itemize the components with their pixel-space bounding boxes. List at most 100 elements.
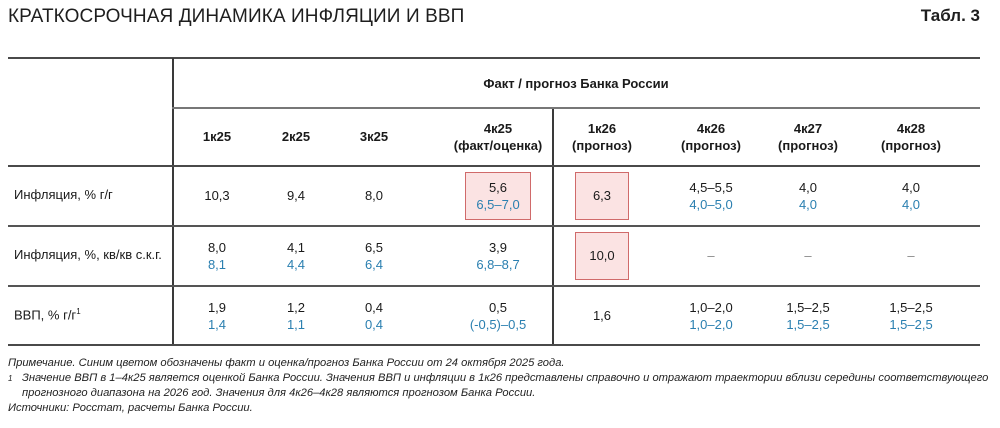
column-header-sub: (прогноз) xyxy=(881,138,941,153)
cell-value: 1,6 xyxy=(592,308,612,323)
table-cell: 1,5–2,5 1,5–2,5 xyxy=(856,299,966,333)
cell-value: 4,5–5,5 xyxy=(689,180,733,195)
cell-value-blue: 4,4 xyxy=(286,257,306,272)
cell-value-blue: 0,4 xyxy=(364,317,384,332)
column-header-label: 4к27 xyxy=(793,121,823,136)
column-header-label: 4к28 xyxy=(896,121,926,136)
table-cell: 8,0 8,1 xyxy=(162,239,272,273)
column-header-label: 1к25 xyxy=(202,129,232,144)
cell-value: 1,5–2,5 xyxy=(889,300,933,315)
column-header-1: 2к25 xyxy=(261,128,331,145)
footnote: 1 Значение ВВП в 1–4к25 является оценкой… xyxy=(8,371,993,401)
cell-value-blue: 1,1 xyxy=(286,317,306,332)
cell-value: – xyxy=(804,248,812,263)
cell-value: – xyxy=(707,248,715,263)
table-cell: 1,0–2,0 1,0–2,0 xyxy=(656,299,766,333)
table-cell: 10,3 xyxy=(162,187,272,204)
column-header-label: 3к25 xyxy=(359,129,389,144)
column-header-label: 1к26 xyxy=(587,121,617,136)
column-header-label: 4к25 xyxy=(483,121,513,136)
cell-value-blue: 8,1 xyxy=(207,257,227,272)
table-cell: 0,5 (-0,5)–0,5 xyxy=(443,299,553,333)
cell-value: 4,0 xyxy=(901,180,921,195)
table-cell: 5,6 6,5–7,0 xyxy=(443,179,553,213)
table-cell: 6,3 xyxy=(547,187,657,204)
column-header-sub: (факт/оценка) xyxy=(453,138,543,153)
column-header-0: 1к25 xyxy=(182,128,252,145)
label-column-divider xyxy=(172,58,174,345)
bottom-rule xyxy=(8,344,980,346)
row-label-2: ВВП, % г/г1 xyxy=(14,307,81,322)
column-header-sub: (прогноз) xyxy=(572,138,632,153)
table-cell: – xyxy=(753,247,863,264)
cell-value: 8,0 xyxy=(207,240,227,255)
cell-value: 0,5 xyxy=(488,300,508,315)
note-text: Примечание. Синим цветом обозначены факт… xyxy=(8,357,565,369)
table-cell: 0,4 0,4 xyxy=(319,299,429,333)
table-cell: – xyxy=(656,247,766,264)
row-label-0: Инфляция, % г/г xyxy=(14,187,113,202)
cell-value-blue: 6,5–7,0 xyxy=(476,197,520,212)
footnote-text: Значение ВВП в 1–4к25 является оценкой Б… xyxy=(22,372,989,399)
cell-value: 10,3 xyxy=(204,188,230,203)
cell-value: 4,0 xyxy=(798,180,818,195)
table-cell: 4,1 4,4 xyxy=(241,239,351,273)
table-cell: 6,5 6,4 xyxy=(319,239,429,273)
highlight-box xyxy=(465,172,531,220)
cell-value: 3,9 xyxy=(488,240,508,255)
column-header-4: 1к26 (прогноз) xyxy=(557,120,647,154)
notes: Примечание. Синим цветом обозначены факт… xyxy=(8,356,993,416)
table-cell: 1,2 1,1 xyxy=(241,299,351,333)
cell-value: 5,6 xyxy=(488,180,508,195)
column-header-sub: (прогноз) xyxy=(778,138,838,153)
cell-value: 6,5 xyxy=(364,240,384,255)
cell-value: 9,4 xyxy=(286,188,306,203)
table-cell: 3,9 6,8–8,7 xyxy=(443,239,553,273)
cell-value: 0,4 xyxy=(364,300,384,315)
table-cell: 1,6 xyxy=(547,307,657,324)
cell-value: – xyxy=(907,248,915,263)
row-label-text: Инфляция, % г/г xyxy=(14,187,113,202)
cell-value-blue: 1,5–2,5 xyxy=(786,317,830,332)
header-rule xyxy=(8,165,980,167)
cell-value-blue: 4,0 xyxy=(901,197,921,212)
row-label-text: ВВП, % г/г xyxy=(14,307,77,323)
cell-value-blue: 4,0 xyxy=(798,197,818,212)
table-cell: 1,9 1,4 xyxy=(162,299,272,333)
column-header-3: 4к25 (факт/оценка) xyxy=(443,120,553,154)
table-number: Табл. 3 xyxy=(920,6,980,25)
cell-value-blue: 1,4 xyxy=(207,317,227,332)
cell-value: 10,0 xyxy=(589,248,615,263)
top-rule xyxy=(8,57,980,59)
column-header-6: 4к27 (прогноз) xyxy=(758,120,858,154)
cell-value-blue: 1,0–2,0 xyxy=(689,317,733,332)
column-header-sub: (прогноз) xyxy=(681,138,741,153)
highlight-box xyxy=(575,232,629,280)
cell-value-blue: 1,5–2,5 xyxy=(889,317,933,332)
column-header-label: 2к25 xyxy=(281,129,311,144)
table-cell: – xyxy=(856,247,966,264)
cell-value: 1,5–2,5 xyxy=(786,300,830,315)
cell-value: 1,2 xyxy=(286,300,306,315)
table-cell: 10,0 xyxy=(547,247,657,264)
row-label-1: Инфляция, %, кв/кв с.к.г. xyxy=(14,247,162,262)
highlight-box xyxy=(575,172,629,220)
cell-value: 6,3 xyxy=(592,188,612,203)
table-cell: 8,0 xyxy=(319,187,429,204)
group-header: Факт / прогноз Банка России xyxy=(483,76,669,91)
column-header-5: 4к26 (прогноз) xyxy=(661,120,761,154)
cell-value: 1,0–2,0 xyxy=(689,300,733,315)
table-cell: 4,5–5,5 4,0–5,0 xyxy=(656,179,766,213)
cell-value-blue: 6,8–8,7 xyxy=(476,257,520,272)
group-header-rule xyxy=(172,107,980,109)
cell-value-blue: (-0,5)–0,5 xyxy=(469,317,527,332)
cell-value: 1,9 xyxy=(207,300,227,315)
column-header-7: 4к28 (прогноз) xyxy=(856,120,966,154)
column-header-2: 3к25 xyxy=(339,128,409,145)
sources-text: Источники: Росстат, расчеты Банка России… xyxy=(8,402,253,414)
table-cell: 9,4 xyxy=(241,187,351,204)
fact-forecast-divider xyxy=(552,108,554,345)
row-divider-2 xyxy=(8,285,980,287)
cell-value-blue: 4,0–5,0 xyxy=(689,197,733,212)
table-cell: 4,0 4,0 xyxy=(856,179,966,213)
